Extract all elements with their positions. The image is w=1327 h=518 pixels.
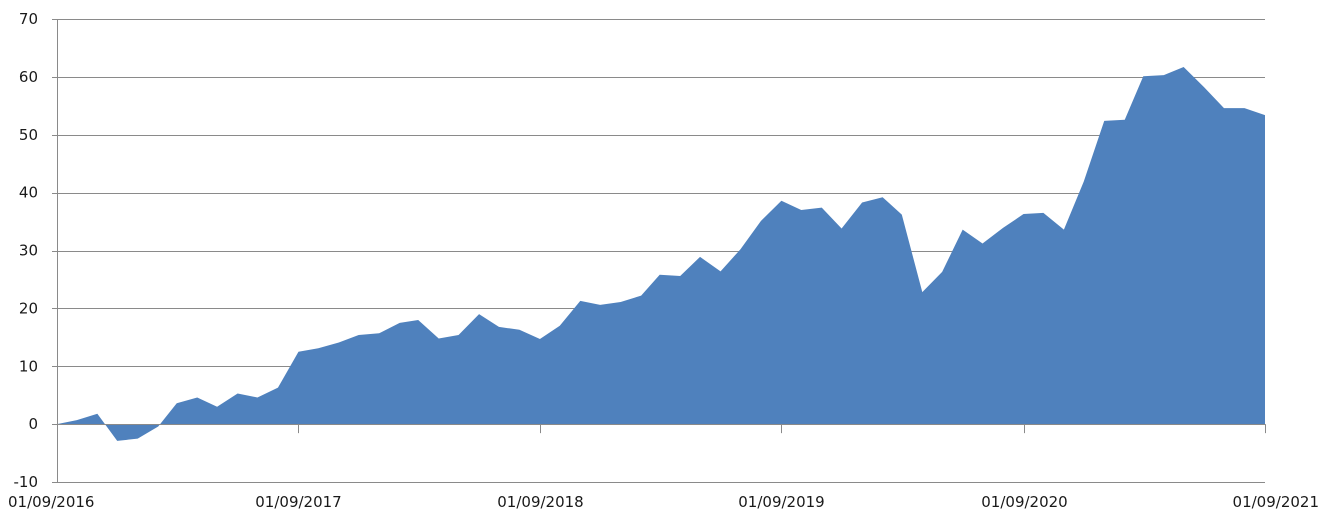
x-tick-label: 01/09/2019 <box>738 493 824 511</box>
y-tick-label: -10 <box>14 473 39 491</box>
series-area <box>57 67 1265 441</box>
x-tick-label: 01/09/2021 <box>1233 493 1319 511</box>
x-tick-label: 01/09/2017 <box>255 493 341 511</box>
x-tick-label: 01/09/2020 <box>981 493 1067 511</box>
x-axis-tick-labels: 01/09/2016 01/09/2017 01/09/2018 01/09/2019… <box>8 493 1319 511</box>
y-tick-label: 70 <box>19 10 38 28</box>
y-tick-label: 0 <box>28 415 38 433</box>
x-tick-label: 01/09/2018 <box>497 493 583 511</box>
axes <box>52 19 1266 483</box>
y-tick-label: 40 <box>19 184 38 202</box>
x-tick-label: 01/09/2016 <box>8 493 94 511</box>
y-tick-label: 60 <box>19 68 38 86</box>
y-tick-label: 10 <box>19 357 38 375</box>
y-tick-label: 20 <box>19 299 38 317</box>
y-tick-label: 50 <box>19 126 38 144</box>
y-axis-tick-labels: -10 0 10 20 30 40 50 60 70 <box>14 10 39 491</box>
plot-area <box>57 67 1265 441</box>
y-tick-label: 30 <box>19 242 38 260</box>
